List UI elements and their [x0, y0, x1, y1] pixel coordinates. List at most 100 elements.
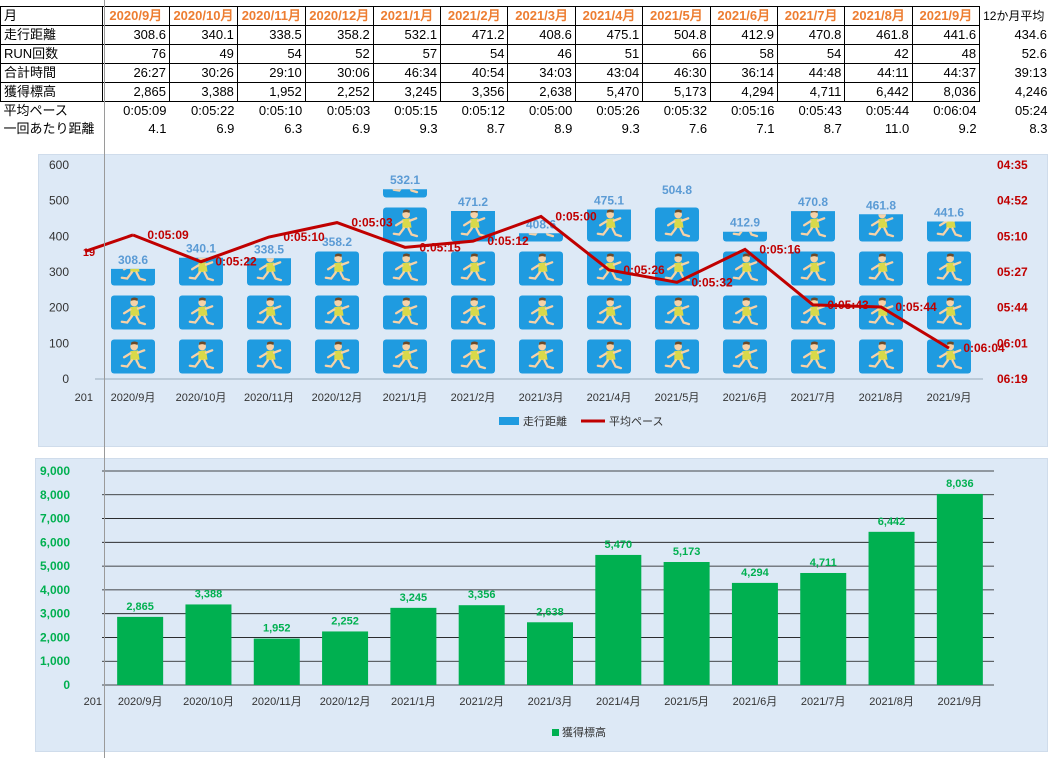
value-cell[interactable]: 308.6 [101, 25, 171, 45]
average-cell[interactable]: 05:24 [1014, 102, 1048, 118]
value-cell[interactable]: 3,356 [440, 82, 509, 102]
value-cell[interactable]: 52 [304, 44, 374, 64]
month-header-cell[interactable]: 月 [0, 6, 103, 26]
average-cell[interactable]: 4,246 [1014, 84, 1048, 99]
value-cell[interactable]: 4,711 [776, 82, 846, 102]
value-cell[interactable]: 43:04 [574, 63, 644, 83]
value-cell[interactable]: 7.6 [689, 121, 708, 136]
value-cell[interactable]: 5,173 [642, 82, 711, 102]
value-cell[interactable]: 57 [372, 44, 442, 64]
value-cell[interactable]: 42 [844, 44, 913, 64]
value-cell[interactable]: 358.2 [304, 25, 374, 45]
month-header-cell[interactable]: 2021/7月 [776, 6, 846, 26]
average-cell[interactable]: 52.6 [1021, 46, 1047, 61]
value-cell[interactable]: 0:05:10 [258, 103, 303, 118]
value-cell[interactable]: 0:05:12 [461, 103, 505, 118]
value-cell[interactable]: 4.1 [148, 121, 167, 136]
value-cell[interactable]: 2,252 [304, 82, 374, 102]
value-cell[interactable]: 475.1 [574, 25, 644, 45]
value-cell[interactable]: 44:11 [844, 63, 913, 83]
value-cell[interactable]: 9.2 [958, 121, 977, 136]
month-header-cell[interactable]: 2021/4月 [574, 6, 644, 26]
value-cell[interactable]: 471.2 [440, 25, 509, 45]
value-cell[interactable]: 3,388 [169, 82, 238, 102]
average-cell[interactable]: 434.6 [1014, 27, 1047, 42]
month-header-cell[interactable]: 2021/6月 [709, 6, 778, 26]
value-cell[interactable]: 0:05:16 [731, 103, 775, 118]
value-cell[interactable]: 6,442 [844, 82, 913, 102]
month-header-cell[interactable]: 2021/2月 [440, 6, 509, 26]
value-cell[interactable]: 412.9 [709, 25, 778, 45]
value-cell[interactable]: 46 [507, 44, 576, 64]
value-cell[interactable]: 6.9 [216, 121, 235, 136]
month-header-cell[interactable]: 2020/9月 [101, 6, 171, 26]
value-cell[interactable]: 8.7 [823, 121, 842, 136]
value-cell[interactable]: 46:34 [372, 63, 442, 83]
average-cell[interactable]: 39:13 [1014, 65, 1047, 80]
value-cell[interactable]: 26:27 [101, 63, 171, 83]
row-label-cell[interactable]: 一回あたり距離 [3, 121, 95, 136]
value-cell[interactable]: 58 [709, 44, 778, 64]
month-header-cell[interactable]: 2020/12月 [304, 6, 374, 26]
month-header-cell[interactable]: 2021/9月 [911, 6, 981, 26]
value-cell[interactable]: 11.0 [884, 121, 910, 136]
value-cell[interactable]: 66 [642, 44, 711, 64]
value-cell[interactable]: 7.1 [756, 121, 775, 136]
value-cell[interactable]: 461.8 [844, 25, 913, 45]
month-header-cell[interactable]: 2021/3月 [507, 6, 576, 26]
value-cell[interactable]: 8,036 [911, 82, 981, 102]
value-cell[interactable]: 76 [101, 44, 171, 64]
value-cell[interactable]: 30:26 [169, 63, 238, 83]
value-cell[interactable]: 0:05:22 [191, 103, 235, 118]
row-label-cell[interactable]: 平均ペース [3, 103, 68, 118]
value-cell[interactable]: 2,865 [101, 82, 171, 102]
value-cell[interactable]: 0:05:26 [596, 103, 640, 118]
average-header-cell[interactable]: 12か月平均 [983, 9, 1045, 23]
value-cell[interactable]: 0:06:04 [933, 103, 977, 118]
value-cell[interactable]: 8.7 [486, 121, 505, 136]
month-header-cell[interactable]: 2020/10月 [169, 6, 238, 26]
value-cell[interactable]: 54 [236, 44, 306, 64]
value-cell[interactable]: 9.3 [419, 121, 438, 136]
value-cell[interactable]: 532.1 [372, 25, 442, 45]
value-cell[interactable]: 9.3 [621, 121, 640, 136]
value-cell[interactable]: 441.6 [911, 25, 981, 45]
value-cell[interactable]: 408.6 [507, 25, 576, 45]
row-label-cell[interactable]: 走行距離 [0, 25, 103, 45]
value-cell[interactable]: 2,638 [507, 82, 576, 102]
value-cell[interactable]: 0:05:03 [326, 103, 371, 118]
value-cell[interactable]: 29:10 [236, 63, 306, 83]
value-cell[interactable]: 1,952 [236, 82, 306, 102]
value-cell[interactable]: 44:48 [776, 63, 846, 83]
month-header-cell[interactable]: 2021/8月 [844, 6, 913, 26]
value-cell[interactable]: 0:05:32 [663, 103, 708, 118]
value-cell[interactable]: 54 [440, 44, 509, 64]
value-cell[interactable]: 4,294 [709, 82, 778, 102]
value-cell[interactable]: 46:30 [642, 63, 711, 83]
value-cell[interactable]: 6.3 [284, 121, 303, 136]
value-cell[interactable]: 0:05:43 [798, 103, 842, 118]
value-cell[interactable]: 3,245 [372, 82, 442, 102]
row-label-cell[interactable]: 獲得標高 [0, 82, 103, 102]
value-cell[interactable]: 340.1 [169, 25, 238, 45]
value-cell[interactable]: 504.8 [642, 25, 711, 45]
value-cell[interactable]: 44:37 [911, 63, 981, 83]
value-cell[interactable]: 0:05:44 [865, 103, 910, 118]
value-cell[interactable]: 8.9 [554, 121, 573, 136]
value-cell[interactable]: 0:05:00 [528, 103, 573, 118]
value-cell[interactable]: 49 [169, 44, 238, 64]
month-header-cell[interactable]: 2021/5月 [642, 6, 711, 26]
value-cell[interactable]: 34:03 [507, 63, 576, 83]
value-cell[interactable]: 5,470 [574, 82, 644, 102]
value-cell[interactable]: 40:54 [440, 63, 509, 83]
value-cell[interactable]: 36:14 [709, 63, 778, 83]
average-cell[interactable]: 8.3 [1029, 121, 1048, 136]
value-cell[interactable]: 54 [776, 44, 846, 64]
value-cell[interactable]: 48 [911, 44, 981, 64]
value-cell[interactable]: 6.9 [352, 121, 371, 136]
value-cell[interactable]: 30:06 [304, 63, 374, 83]
row-label-cell[interactable]: RUN回数 [0, 44, 103, 64]
month-header-cell[interactable]: 2020/11月 [236, 6, 306, 26]
value-cell[interactable]: 51 [574, 44, 644, 64]
value-cell[interactable]: 470.8 [776, 25, 846, 45]
